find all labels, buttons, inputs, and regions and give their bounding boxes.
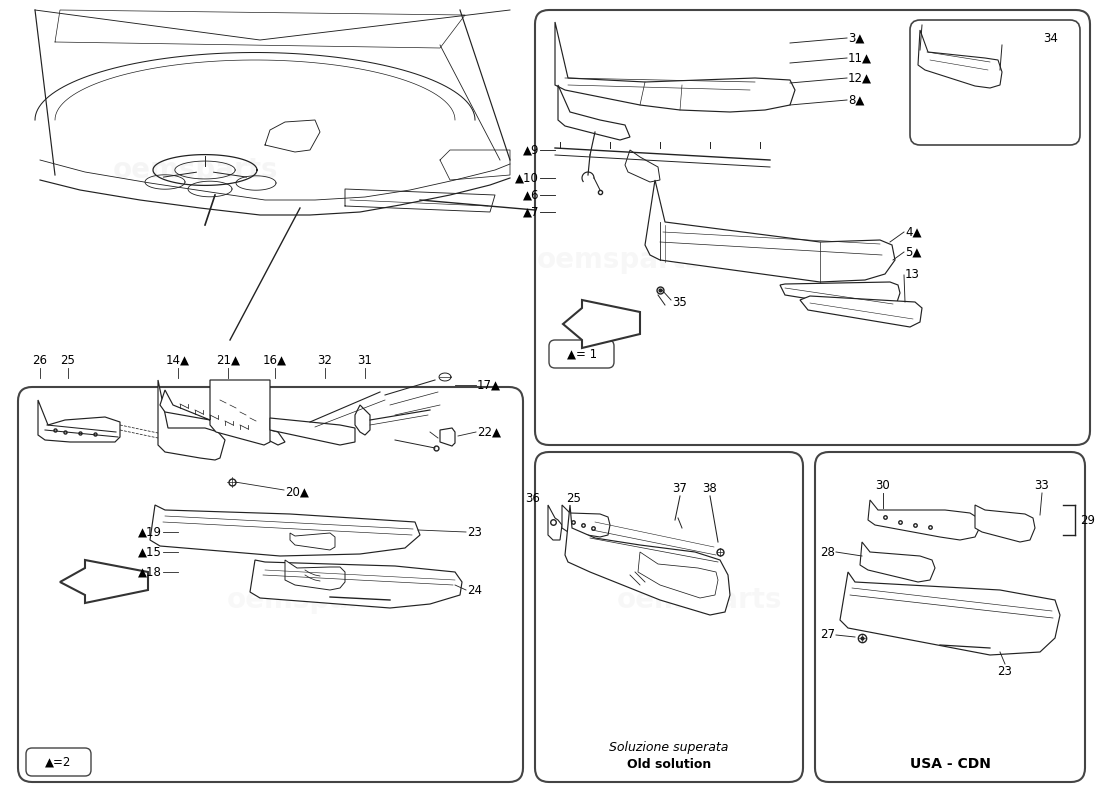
Text: 29: 29: [1080, 514, 1094, 526]
Polygon shape: [638, 552, 718, 598]
Polygon shape: [548, 505, 562, 540]
Text: ▲10: ▲10: [515, 171, 539, 185]
Polygon shape: [625, 150, 660, 182]
Polygon shape: [355, 405, 370, 435]
Text: 35: 35: [672, 295, 686, 309]
Text: 33: 33: [1035, 479, 1049, 492]
Text: 21▲: 21▲: [216, 354, 240, 367]
Polygon shape: [975, 505, 1035, 542]
Text: ▲6: ▲6: [522, 189, 539, 202]
Text: oemsparts: oemsparts: [617, 586, 783, 614]
Text: 23: 23: [468, 526, 482, 538]
Text: Old solution: Old solution: [627, 758, 711, 770]
Text: oemsparts: oemsparts: [228, 586, 393, 614]
Text: USA - CDN: USA - CDN: [910, 757, 990, 771]
Text: ▲18: ▲18: [139, 566, 162, 578]
Text: 37: 37: [672, 482, 688, 495]
Text: 30: 30: [876, 479, 890, 492]
Text: oemsparts: oemsparts: [112, 156, 277, 184]
Polygon shape: [840, 572, 1060, 655]
Text: 31: 31: [358, 354, 373, 367]
Text: ▲19: ▲19: [138, 526, 162, 538]
Text: 8▲: 8▲: [848, 94, 865, 106]
Polygon shape: [780, 282, 900, 312]
Polygon shape: [250, 560, 462, 608]
Text: 20▲: 20▲: [285, 486, 309, 498]
Text: 23: 23: [998, 665, 1012, 678]
Text: 17▲: 17▲: [477, 378, 500, 391]
Polygon shape: [556, 22, 795, 112]
Text: ▲9: ▲9: [522, 143, 539, 157]
Polygon shape: [285, 560, 345, 590]
Text: 24: 24: [468, 583, 482, 597]
Polygon shape: [210, 380, 270, 445]
Polygon shape: [440, 428, 455, 446]
Text: 25: 25: [566, 491, 581, 505]
Polygon shape: [290, 533, 336, 550]
Polygon shape: [860, 542, 935, 582]
Text: 4▲: 4▲: [905, 226, 922, 238]
Text: 25: 25: [60, 354, 76, 367]
Text: Soluzione superata: Soluzione superata: [609, 742, 728, 754]
Text: 32: 32: [318, 354, 332, 367]
Polygon shape: [562, 505, 611, 537]
Text: ▲15: ▲15: [139, 546, 162, 558]
Polygon shape: [563, 300, 640, 348]
Text: 13: 13: [905, 269, 920, 282]
Polygon shape: [800, 296, 922, 327]
Text: 26: 26: [33, 354, 47, 367]
Text: ▲=2: ▲=2: [45, 755, 72, 769]
Polygon shape: [868, 500, 980, 540]
Text: 5▲: 5▲: [905, 246, 922, 258]
Text: 16▲: 16▲: [263, 354, 287, 367]
Text: 28: 28: [821, 546, 835, 558]
Text: 12▲: 12▲: [848, 71, 872, 85]
Polygon shape: [39, 400, 120, 442]
Text: 3▲: 3▲: [848, 31, 865, 45]
Polygon shape: [918, 30, 1002, 88]
Text: 22▲: 22▲: [477, 426, 500, 438]
Text: 34: 34: [1043, 31, 1058, 45]
Text: 27: 27: [820, 629, 835, 642]
Polygon shape: [158, 380, 225, 460]
Polygon shape: [645, 180, 895, 282]
Text: 38: 38: [703, 482, 717, 495]
Polygon shape: [565, 505, 730, 615]
Text: ▲= 1: ▲= 1: [566, 347, 597, 361]
Polygon shape: [160, 390, 285, 445]
Text: ▲7: ▲7: [522, 206, 539, 218]
Polygon shape: [60, 560, 148, 603]
Text: 14▲: 14▲: [166, 354, 190, 367]
Text: 36: 36: [525, 491, 540, 505]
Text: oemsparts: oemsparts: [537, 246, 703, 274]
Polygon shape: [558, 85, 630, 140]
Text: 11▲: 11▲: [848, 51, 872, 65]
Polygon shape: [270, 418, 355, 445]
Polygon shape: [150, 505, 420, 556]
